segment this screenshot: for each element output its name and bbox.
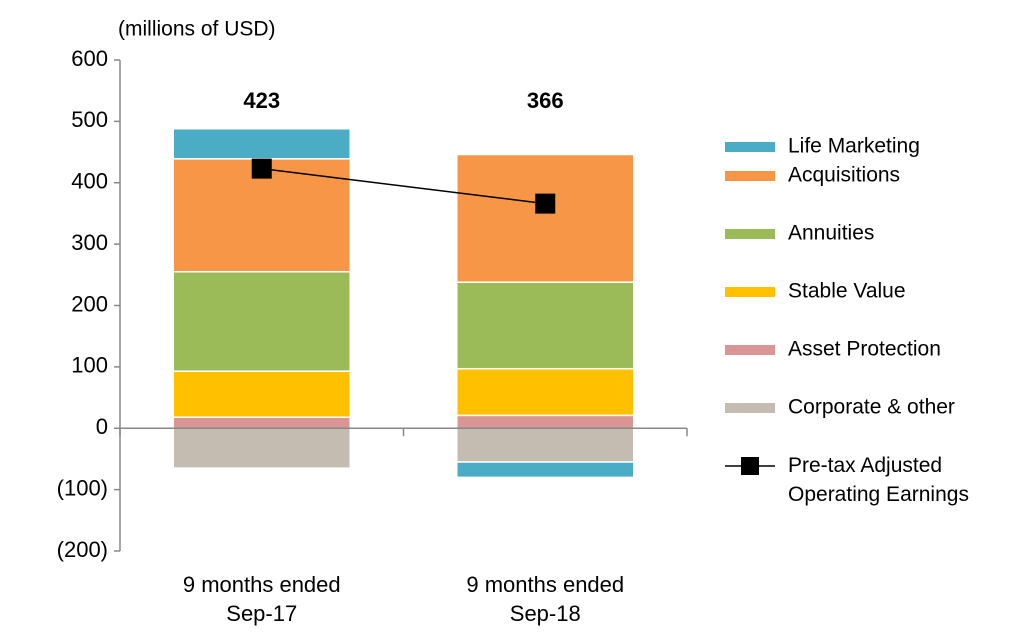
unit-label: (millions of USD) (118, 18, 276, 41)
bar-segment (456, 367, 635, 417)
legend-swatch (725, 403, 775, 413)
bar-segment (456, 153, 635, 283)
bar-segment (456, 414, 635, 429)
legend-label: Asset Protection (788, 338, 941, 361)
legend-swatch (725, 345, 775, 355)
legend-swatch (725, 171, 775, 181)
bar-segment (172, 416, 351, 430)
y-tick-label: 600 (71, 46, 108, 71)
legend-label-box: Pre-tax Adjusted Operating Earnings (788, 454, 969, 506)
y-tick-label: 100 (71, 353, 108, 378)
y-tick-label: (100) (57, 475, 108, 500)
legend-label: Stable Value (788, 280, 906, 303)
y-tick-label: 500 (71, 107, 108, 132)
legend-label: Corporate & other (788, 396, 955, 419)
y-tick-label: 0 (96, 414, 108, 439)
data-label: 423 (243, 88, 280, 113)
line-marker (251, 158, 272, 179)
bar-segment (172, 127, 351, 160)
bar-segment (456, 427, 635, 463)
y-tick-label: 400 (71, 169, 108, 194)
legend-label: Acquisitions (788, 164, 900, 187)
bar-segment (456, 281, 635, 370)
x-tick-label: 9 months ended Sep-18 (466, 572, 625, 626)
x-tick-label-box: 9 months ended Sep-17 (182, 572, 341, 626)
bar-segment (172, 427, 351, 469)
legend-swatch (725, 287, 775, 297)
y-tick-label: 300 (71, 230, 108, 255)
y-tick-label: 200 (71, 291, 108, 316)
bar-segment (172, 270, 351, 372)
data-label: 366 (527, 88, 564, 113)
bar-segment (172, 370, 351, 418)
y-tick-label: (200) (57, 537, 108, 562)
legend-swatch (725, 229, 775, 239)
x-tick-label-box: 9 months ended Sep-18 (466, 572, 625, 626)
legend-label: Life Marketing (788, 135, 920, 158)
legend-label: Pre-tax Adjusted Operating Earnings (788, 454, 969, 506)
x-tick-label: 9 months ended Sep-17 (182, 572, 341, 626)
bar-segment (456, 461, 635, 479)
line-marker (535, 193, 556, 214)
legend-marker (741, 457, 759, 475)
legend-label: Annuities (788, 222, 874, 245)
line (261, 167, 546, 205)
legend-swatch (725, 142, 775, 152)
